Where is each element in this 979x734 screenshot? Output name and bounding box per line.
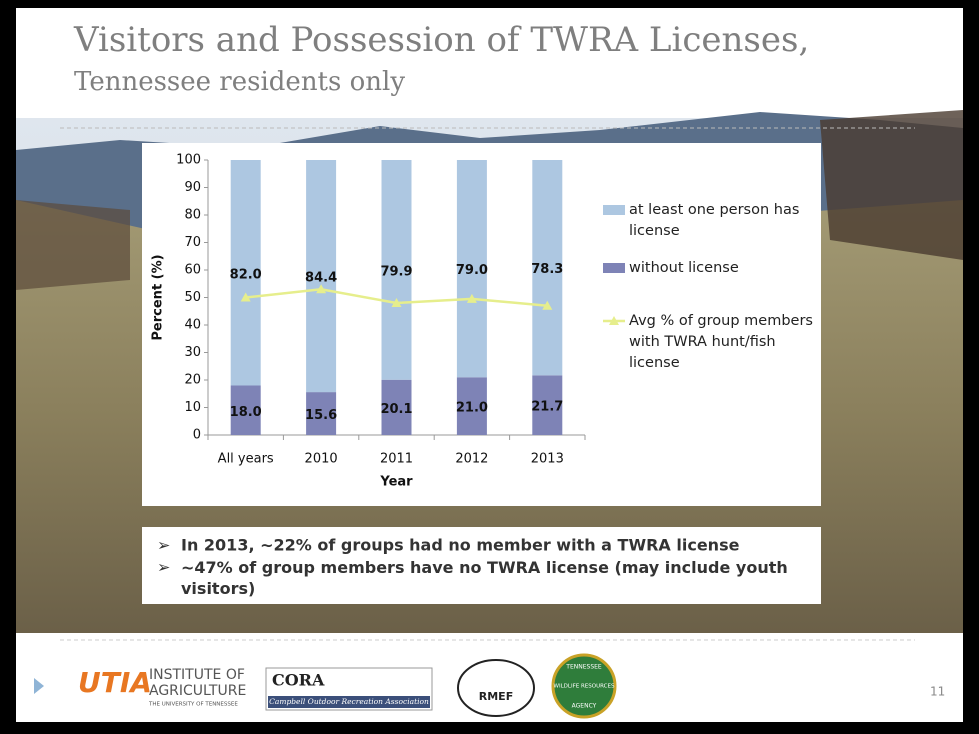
bar-segment xyxy=(456,160,487,378)
bullet-panel xyxy=(142,527,821,604)
y-tick-label: 10 xyxy=(184,400,201,415)
x-tick-label: 2012 xyxy=(455,452,488,467)
cora-band xyxy=(268,696,430,708)
bar-segment xyxy=(456,377,487,435)
bar-segment xyxy=(306,160,337,393)
y-tick-label: 90 xyxy=(184,180,201,195)
legend-label: without license xyxy=(629,260,739,276)
data-label: 79.0 xyxy=(456,263,488,278)
y-tick-label: 80 xyxy=(184,208,201,223)
y-tick-label: 60 xyxy=(184,263,201,278)
bullet-marker: ➢ xyxy=(157,536,170,555)
data-label: 18.0 xyxy=(230,405,262,420)
bullet: In 2013, ~22% of groups had no member wi… xyxy=(181,536,740,555)
legend-line: Avg % of group members xyxy=(629,313,813,329)
utia-text: AGRICULTURE xyxy=(149,683,246,699)
utia-text: INSTITUTE OF xyxy=(149,667,245,683)
rmef-text: RMEF xyxy=(479,690,513,703)
bar-segment xyxy=(532,375,563,435)
bullet: ~47% of group members have no TWRA licen… xyxy=(181,558,788,598)
cora-text: Campbell Outdoor Recreation Association xyxy=(269,697,429,706)
page-number: 11 xyxy=(930,685,945,699)
x-tick-label: 2010 xyxy=(305,452,338,467)
twra-text: AGENCY xyxy=(572,703,597,710)
bar-segment xyxy=(230,385,261,435)
legend-swatch xyxy=(603,205,625,215)
legend-swatch xyxy=(603,263,625,273)
line-marker xyxy=(240,292,251,302)
legend-label: at least one person has license xyxy=(629,202,799,239)
bullet-line: visitors) xyxy=(181,579,255,598)
data-label: 15.6 xyxy=(305,408,337,423)
bar-segment xyxy=(230,160,261,386)
data-label: 21.7 xyxy=(531,400,563,415)
legend-line: without license xyxy=(629,260,739,276)
twra-logo xyxy=(551,653,617,719)
line-marker xyxy=(391,298,402,307)
y-tick-label: 100 xyxy=(176,153,201,168)
y-tick-label: 30 xyxy=(184,345,201,360)
slide-title: Visitors and Possession of TWRA Licenses… xyxy=(73,20,809,60)
bar-segment xyxy=(381,160,412,380)
y-tick-label: 70 xyxy=(184,235,201,250)
y-axis-label: Percent (%) xyxy=(151,254,166,340)
chart: 0 10 20 30 40 50 60 70 80 90 100 All years 2010 2011 2… xyxy=(151,153,813,490)
data-label: 79.9 xyxy=(380,264,412,279)
data-label: 84.4 xyxy=(305,271,337,286)
bullet-line: ~47% of group members have no TWRA licen… xyxy=(181,558,788,577)
legend-swatch xyxy=(609,316,619,325)
twra-text: TENNESSEE xyxy=(565,664,602,671)
y-tick-label: 0 xyxy=(193,428,201,443)
utia-text: THE UNIVERSITY OF TENNESSEE xyxy=(148,702,238,708)
cora-text: CORA xyxy=(272,671,325,690)
legend-label: Avg % of group members with TWRA hunt/fis… xyxy=(629,313,813,371)
y-tick-label: 50 xyxy=(184,290,201,305)
line-marker xyxy=(466,293,477,303)
y-tick-label: 40 xyxy=(184,318,201,333)
bar-segment xyxy=(532,160,563,376)
x-axis-label: Year xyxy=(379,475,413,490)
nav-arrow xyxy=(34,678,44,694)
line-marker xyxy=(316,284,327,294)
bullet-marker: ➢ xyxy=(157,558,170,577)
data-label: 78.3 xyxy=(531,262,563,277)
bar-segment xyxy=(381,379,412,435)
legend-line: with TWRA hunt/fish xyxy=(629,334,776,350)
x-tick-label: 2013 xyxy=(531,452,564,467)
twra-text: WILDLIFE RESOURCES xyxy=(554,684,615,690)
slide-subtitle: Tennessee residents only xyxy=(74,67,405,97)
y-tick-label: 20 xyxy=(184,373,201,388)
line-marker xyxy=(542,300,553,310)
utia-logo: UTIA xyxy=(78,666,152,699)
legend-line: at least one person has xyxy=(629,202,799,218)
data-label: 82.0 xyxy=(230,267,262,282)
legend-line: license xyxy=(629,355,680,371)
legend-line: license xyxy=(629,223,680,239)
x-tick-label: 2011 xyxy=(380,452,413,467)
x-tick-label: All years xyxy=(218,452,274,467)
rmef-logo xyxy=(457,659,535,717)
data-label: 20.1 xyxy=(380,402,412,417)
bar-segment xyxy=(306,392,337,435)
data-label: 21.0 xyxy=(456,401,488,416)
